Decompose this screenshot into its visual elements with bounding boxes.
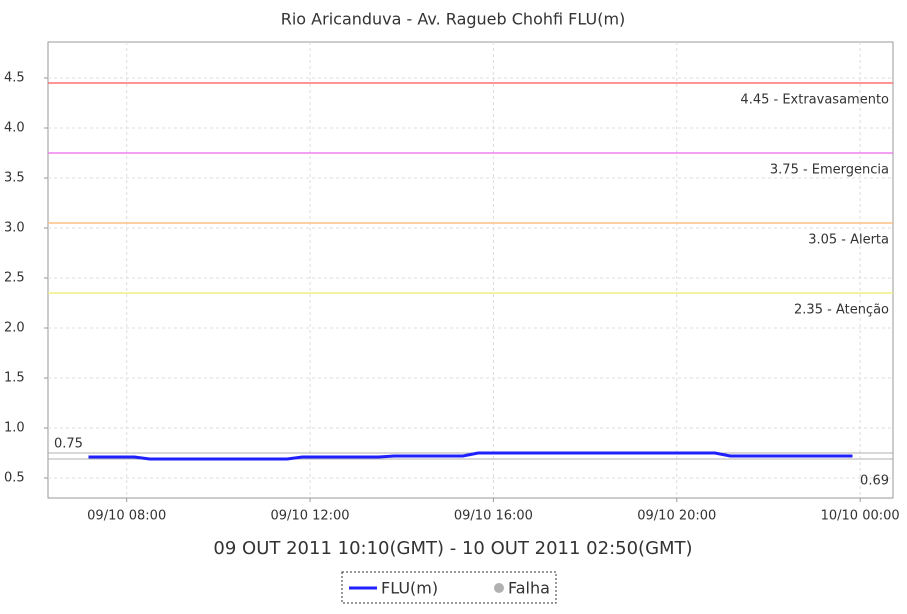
legend-box [341, 571, 557, 604]
x-tick-label: 09/10 16:00 [454, 509, 533, 524]
y-tick-label: 3.5 [4, 171, 25, 186]
y-tick-label: 3.0 [4, 221, 25, 236]
y-tick-label: 1.5 [4, 371, 25, 386]
threshold-label: 3.75 - Emergencia [770, 163, 889, 178]
data-line [88, 451, 853, 461]
y-tick-label: 2.0 [4, 321, 25, 336]
threshold-label: 3.05 - Alerta [808, 233, 889, 248]
x-tick-label: 09/10 20:00 [637, 509, 716, 524]
legend-label: FLU(m) [381, 579, 438, 598]
x-axis-label: 09 OUT 2011 10:10(GMT) - 10 OUT 2011 02:… [213, 538, 692, 559]
y-tick-label: 2.5 [4, 271, 25, 286]
y-tick-label: 1.0 [4, 421, 25, 436]
extreme-label: 0.69 [860, 474, 889, 489]
legend-label: Falha [508, 579, 550, 598]
chart-title: Rio Aricanduva - Av. Ragueb Chohfi FLU(m… [281, 10, 626, 29]
x-tick-label: 09/10 12:00 [271, 509, 350, 524]
plot-area [47, 41, 894, 499]
y-tick-label: 0.5 [4, 471, 25, 486]
threshold-label: 4.45 - Extravasamento [740, 93, 889, 108]
x-tick-label: 09/10 08:00 [87, 509, 166, 524]
threshold-label: 2.35 - Atenção [794, 303, 889, 318]
legend-dot [494, 583, 504, 593]
y-tick-label: 4.5 [4, 71, 25, 86]
x-tick-label: 10/10 00:00 [821, 509, 900, 524]
extreme-label: 0.75 [54, 437, 83, 452]
y-tick-label: 4.0 [4, 121, 25, 136]
